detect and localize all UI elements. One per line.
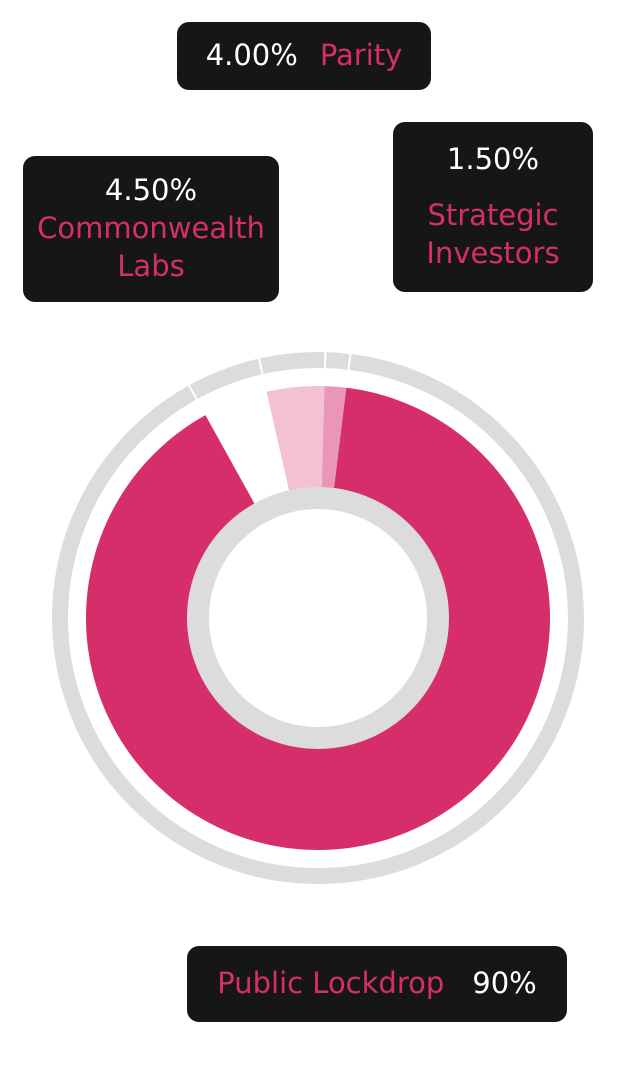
strategic-percent: 1.50% (446, 142, 540, 177)
parity-label-box: 4.00% Parity (177, 22, 431, 90)
strategic-label-box: 1.50% Strategic Investors (393, 122, 593, 292)
commonwealth-label-box: 4.50% Commonwealth Labs (23, 156, 279, 302)
slices-group (85, 385, 550, 850)
slice-parity (266, 385, 325, 501)
outer-ring-track (52, 352, 584, 884)
strategic-name: Strategic Investors (426, 198, 560, 270)
inner-ring (187, 487, 449, 749)
outer-ring (52, 351, 584, 884)
lockdrop-percent: 90% (472, 966, 537, 1001)
lockdrop-name: Public Lockdrop (217, 966, 445, 1001)
lockdrop-label-box: Public Lockdrop 90% (187, 946, 567, 1022)
slice-strategic-investors (321, 386, 347, 499)
parity-percent: 4.00% (205, 38, 298, 73)
slice-public-lockdrop (85, 387, 550, 850)
commonwealth-name: Commonwealth Labs (37, 211, 265, 283)
slice-commonwealth-labs (205, 391, 292, 514)
outer-ring-separator (347, 352, 352, 371)
outer-ring-separator (323, 351, 327, 370)
outer-ring-separator (187, 383, 199, 401)
commonwealth-percent: 4.50% (104, 173, 198, 208)
outer-ring-separator (257, 357, 264, 376)
parity-name: Parity (319, 38, 403, 73)
